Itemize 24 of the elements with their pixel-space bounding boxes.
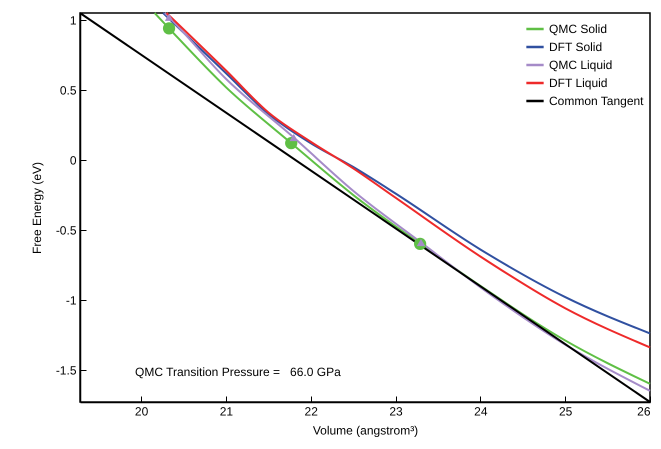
y-tick-label: 0.5 — [60, 83, 77, 98]
point — [162, 22, 176, 35]
x-tick-label: 20 — [134, 404, 149, 418]
point — [290, 134, 298, 142]
x-tick-label: 21 — [220, 404, 234, 418]
y-tick-label: -1 — [66, 293, 77, 308]
legend-label: QMC Liquid — [549, 58, 612, 72]
annotation: QMC Transition Pressure = 66.0 GPa — [135, 365, 342, 379]
x-tick-label: 25 — [559, 404, 573, 418]
x-tick-label: 26 — [637, 404, 651, 418]
y-tick-label: -1.5 — [56, 363, 77, 378]
x-tick-label: 24 — [474, 404, 488, 418]
x-tick-label: 23 — [389, 404, 404, 418]
y-tick-label: 0 — [70, 153, 77, 168]
x-tick-label: 22 — [304, 404, 318, 418]
x-axis-title: Volume (angstrom³) — [312, 424, 418, 438]
legend-label: QMC Solid — [549, 22, 608, 36]
y-tick-label: 1 — [70, 13, 77, 28]
y-tick-label: -0.5 — [56, 223, 77, 238]
legend-label: DFT Liquid — [549, 76, 608, 90]
y-axis-title: Free Energy (eV) — [30, 162, 44, 254]
legend-label: Common Tangent — [549, 94, 644, 108]
legend-label: DFT Solid — [549, 40, 602, 54]
point — [164, 14, 174, 21]
